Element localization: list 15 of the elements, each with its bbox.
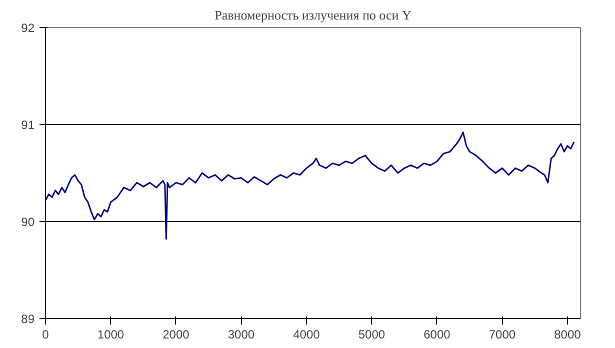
y-tick-label: 91 [21,118,35,132]
chart-title: Равномерность излучения по оси Y [214,8,412,22]
x-tick-label: 6000 [424,328,451,342]
x-tick-label: 0 [42,328,50,342]
x-tick-label: 1000 [97,328,124,342]
y-tick-label: 89 [21,312,35,326]
x-tick-label: 3000 [228,328,255,342]
x-tick-label: 4000 [293,328,320,342]
x-tick-label: 7000 [488,328,516,342]
x-tick-label: 2000 [162,328,190,342]
line-series [46,132,575,240]
y-tick-label: 92 [21,21,35,35]
y-tick-label: 90 [21,215,35,229]
x-tick-label: 8000 [554,328,582,342]
x-tick-label: 5000 [358,328,386,342]
